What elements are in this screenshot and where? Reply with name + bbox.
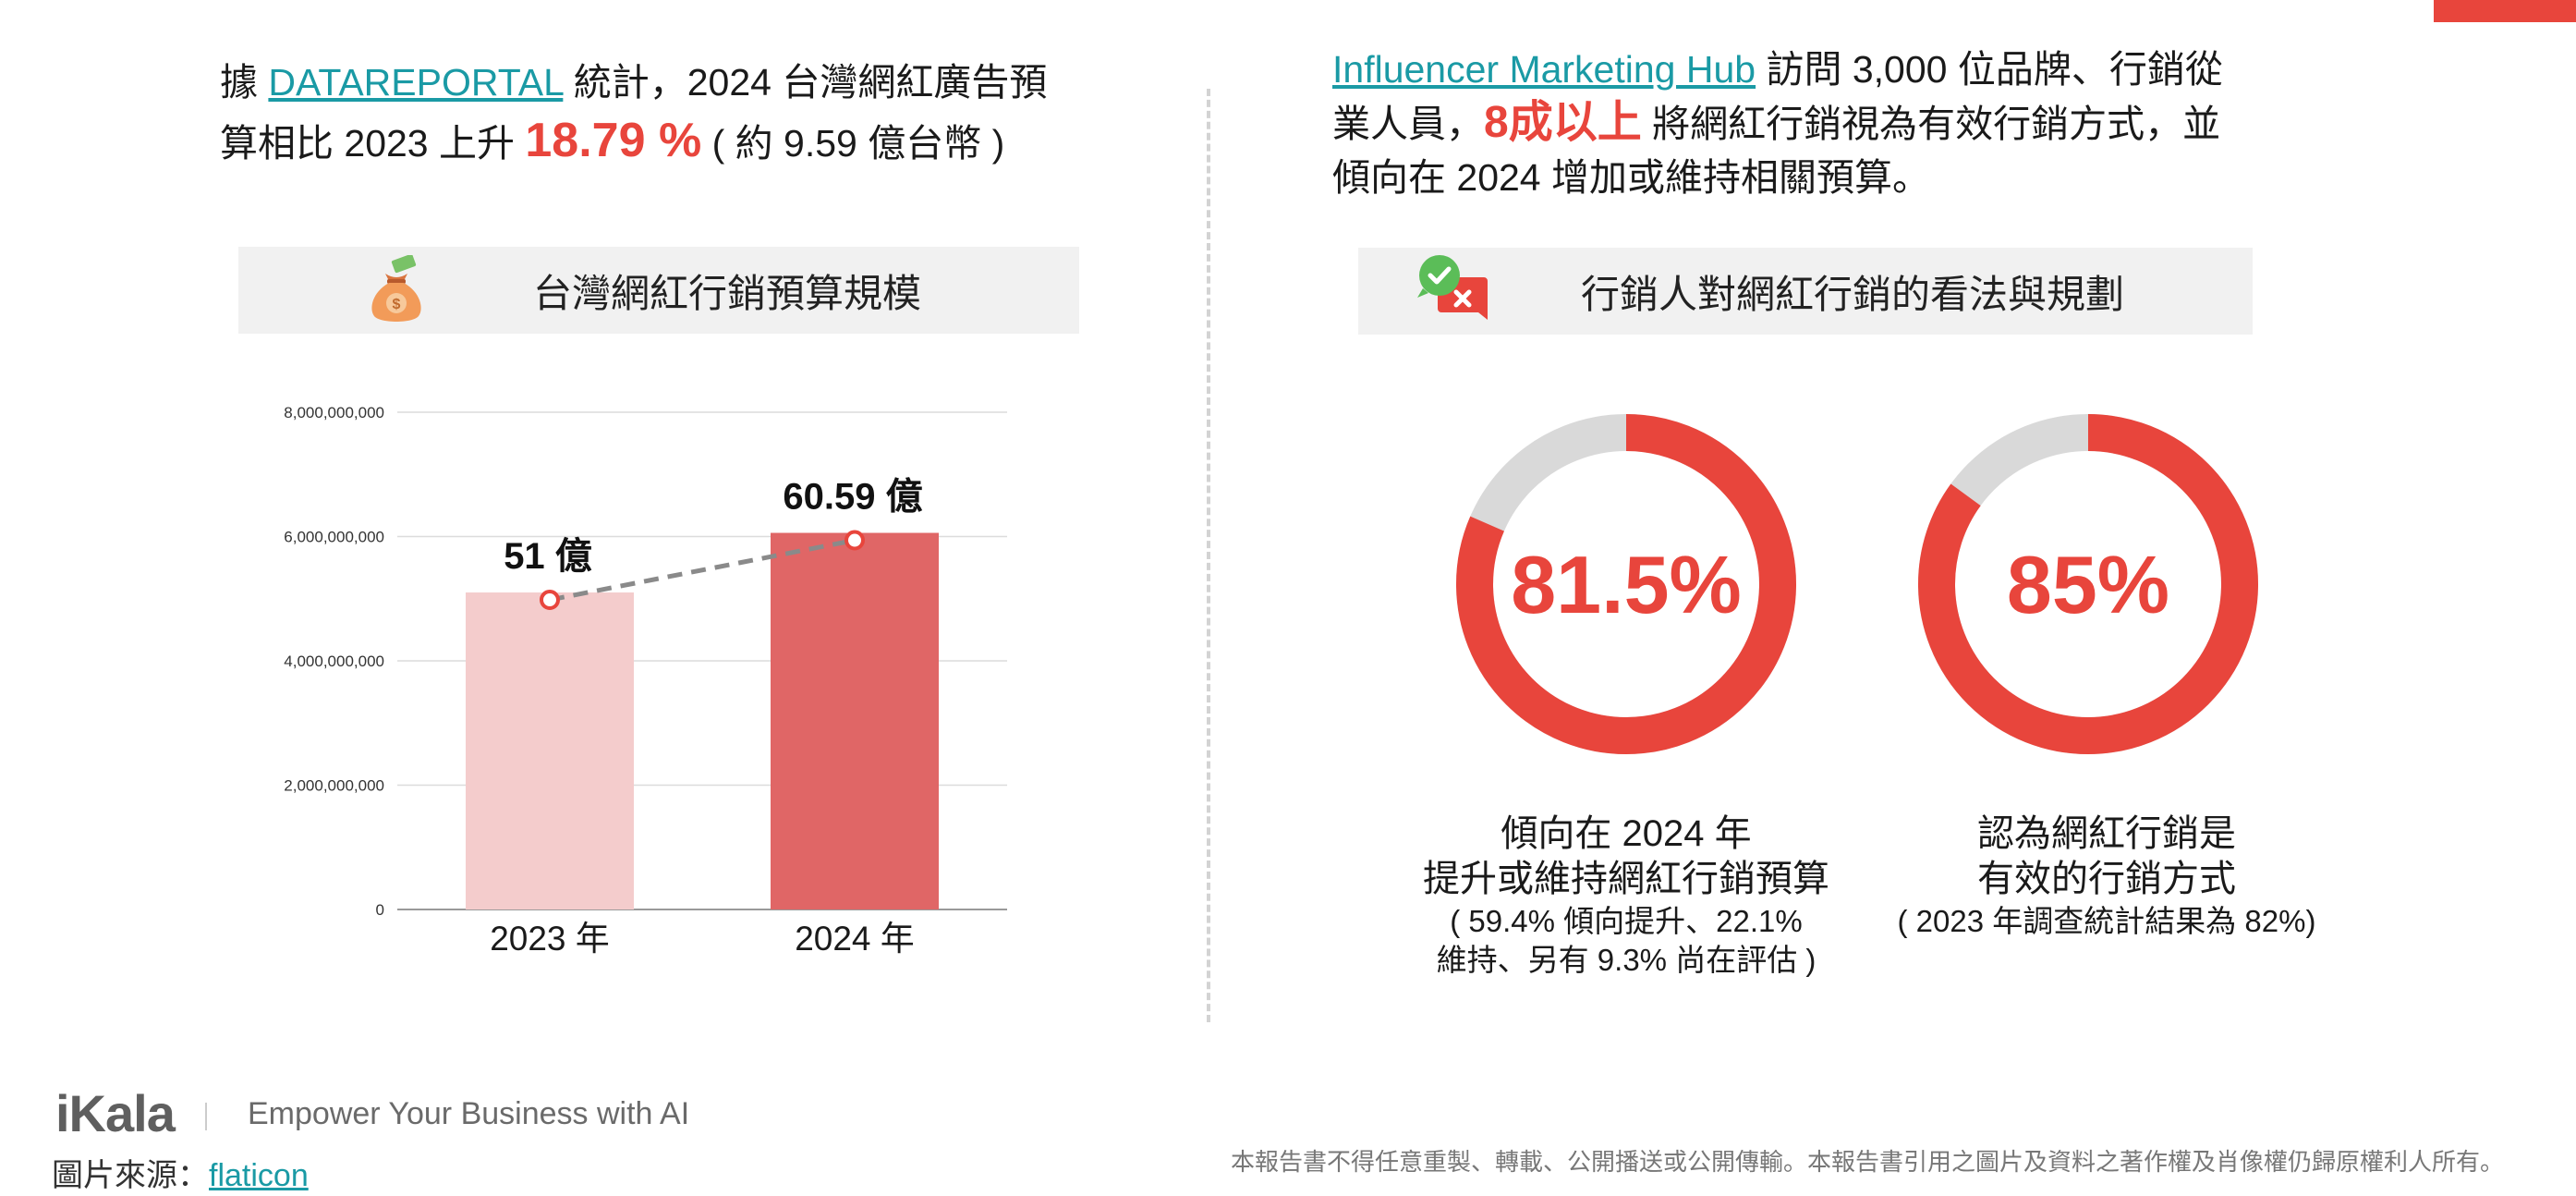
corner-accent-tab bbox=[2434, 0, 2576, 22]
y-tick-label: 4,000,000,000 bbox=[284, 653, 384, 670]
caption-subline: ( 2023 年調查統計結果為 82%) bbox=[1897, 904, 2316, 938]
image-source-label: 圖片來源： bbox=[52, 1158, 209, 1193]
donut-chart-effectiveness: 85% bbox=[1918, 414, 2258, 754]
intro-text-3: ( 約 9.59 億台幣 ) bbox=[701, 122, 1005, 165]
intro-text-3: 將網紅行銷視為有效行銷方式，並 bbox=[1641, 103, 2221, 145]
ikala-logo: iKala bbox=[55, 1084, 176, 1142]
caption-line: 認為網紅行銷是 bbox=[1977, 813, 2236, 854]
trend-line bbox=[549, 538, 856, 603]
x-category-label: 2023 年 bbox=[490, 920, 610, 958]
growth-highlight: 18.79 % bbox=[525, 114, 702, 167]
donut-caption-effectiveness: 認為網紅行銷是 有效的行銷方式 ( 2023 年調查統計結果為 82%) bbox=[1857, 812, 2356, 941]
donut-caption-budget-intent: 傾向在 2024 年 提升或維持網紅行銷預算 ( 59.4% 傾向提升、22.1… bbox=[1377, 812, 1876, 980]
check-cross-chat-icon bbox=[1414, 251, 1493, 331]
donut-value-label: 81.5% bbox=[1511, 539, 1742, 630]
left-intro-text: 據 DATAREPORTAL 統計，2024 台灣網紅廣告預 算相比 2023 … bbox=[220, 54, 1153, 173]
donut-arc bbox=[1456, 414, 1796, 754]
y-tick-label: 6,000,000,000 bbox=[284, 529, 384, 546]
section-divider bbox=[1207, 89, 1210, 1022]
y-tick-label: 2,000,000,000 bbox=[284, 777, 384, 795]
money-bag-icon: $ bbox=[361, 253, 431, 325]
y-tick-label: 8,000,000,000 bbox=[284, 404, 384, 421]
tagline: Empower Your Business with AI bbox=[248, 1096, 690, 1131]
trend-marker bbox=[540, 590, 560, 611]
donut-value-label: 85% bbox=[2007, 539, 2169, 630]
right-intro-text: Influencer Marketing Hub 訪問 3,000 位品牌、行銷… bbox=[1332, 43, 2330, 204]
svg-text:$: $ bbox=[393, 297, 401, 312]
caption-line: 有效的行銷方式 bbox=[1977, 859, 2236, 899]
logo-separator bbox=[205, 1103, 207, 1130]
budget-section-title: 台灣網紅行銷預算規模 bbox=[533, 271, 922, 315]
opinion-section-title: 行銷人對網紅行銷的看法與規劃 bbox=[1581, 272, 2125, 316]
y-tick-label: 0 bbox=[376, 901, 384, 919]
image-source: 圖片來源：flaticon bbox=[52, 1150, 309, 1195]
budget-section-header: $ 台灣網紅行銷預算規模 bbox=[238, 247, 1079, 334]
caption-line: 提升或維持網紅行銷預算 bbox=[1423, 859, 1829, 899]
bar-data-label: 51 億 bbox=[504, 536, 592, 577]
copyright-disclaimer: 本報告書不得任意重製、轉載、公開播送或公開傳輸。本報告書引用之圖片及資料之著作權… bbox=[1231, 1148, 2505, 1176]
donut-chart-budget-intent: 81.5% bbox=[1456, 414, 1796, 754]
bar bbox=[466, 592, 634, 909]
intro-text-1: 統計，2024 台灣網紅廣告預 bbox=[563, 61, 1048, 104]
intro-text-1: 訪問 3,000 位品牌、行銷從 bbox=[1756, 48, 2223, 91]
x-category-label: 2024 年 bbox=[795, 920, 915, 958]
bar-data-label: 60.59 億 bbox=[783, 477, 922, 518]
caption-line: 傾向在 2024 年 bbox=[1501, 813, 1752, 854]
donut-arc bbox=[1918, 414, 2258, 754]
opinion-section-header: 行銷人對網紅行銷的看法與規劃 bbox=[1358, 248, 2253, 335]
caption-subline: ( 59.4% 傾向提升、22.1% bbox=[1450, 904, 1803, 938]
intro-prefix: 據 bbox=[220, 61, 269, 104]
budget-bar-chart: 0 2,000,000,000 4,000,000,000 6,000,000,000… bbox=[284, 404, 1007, 958]
trend-marker bbox=[844, 530, 865, 551]
intro-text-2: 算相比 2023 上升 bbox=[220, 122, 526, 165]
influencer-marketing-hub-link[interactable]: Influencer Marketing Hub bbox=[1332, 48, 1756, 91]
datareportal-link[interactable]: DATAREPORTAL bbox=[268, 61, 564, 104]
intro-text-4: 傾向在 2024 增加或維持相關預算。 bbox=[1332, 156, 1930, 199]
majority-highlight: 8成以上 bbox=[1484, 98, 1642, 147]
caption-subline: 維持、另有 9.3% 尚在評估 ) bbox=[1436, 943, 1817, 977]
bar bbox=[771, 532, 939, 909]
flaticon-link[interactable]: flaticon bbox=[209, 1158, 309, 1193]
intro-text-2: 業人員， bbox=[1332, 103, 1484, 145]
